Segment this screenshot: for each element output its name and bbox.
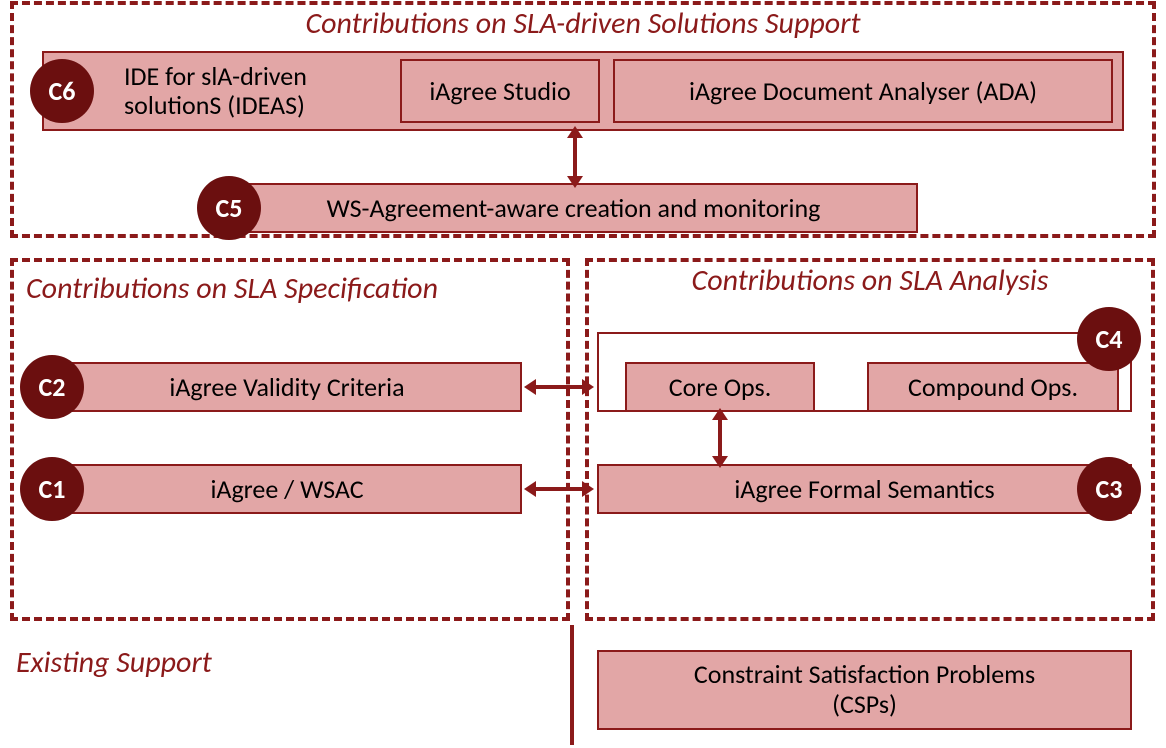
badge-c5: C5 bbox=[197, 176, 261, 240]
panel-spec-title: Contributions on SLA Specification bbox=[14, 262, 566, 315]
badge-c4: C4 bbox=[1077, 307, 1141, 371]
badge-c3: C3 bbox=[1077, 457, 1141, 521]
existing-support-label: Existing Support bbox=[16, 644, 212, 681]
arrow-c1-c3 bbox=[534, 487, 584, 491]
csps-box: Constraint Satisfaction Problems (CSPs) bbox=[597, 650, 1132, 730]
panel-sla-specification: Contributions on SLA Specification bbox=[10, 258, 570, 621]
badge-c1: C1 bbox=[20, 457, 84, 521]
arrow-c6-c5 bbox=[573, 136, 577, 178]
arrow-c2-core bbox=[534, 385, 584, 389]
core-ops-box: Core Ops. bbox=[625, 362, 815, 412]
c6-label: IDE for slA-driven solutionS (IDEAS) bbox=[124, 62, 307, 119]
divider-line bbox=[570, 625, 574, 745]
arrow-core-c3 bbox=[718, 418, 722, 458]
compound-ops-box: Compound Ops. bbox=[867, 362, 1119, 412]
c1-box: iAgree / WSAC bbox=[52, 464, 522, 514]
c3-box: iAgree Formal Semantics bbox=[597, 464, 1132, 514]
c5-box: WS-Agreement-aware creation and monitori… bbox=[229, 183, 918, 233]
badge-c6: C6 bbox=[30, 59, 94, 123]
csps-line2: (CSPs) bbox=[832, 690, 897, 720]
panel-solutions-title: Contributions on SLA-driven Solutions Su… bbox=[14, 5, 1152, 42]
panel-analysis-title: Contributions on SLA Analysis bbox=[589, 262, 1151, 299]
c6-label-line1: IDE for slA-driven bbox=[124, 62, 307, 91]
badge-c2: C2 bbox=[20, 355, 84, 419]
panel-sla-analysis: Contributions on SLA Analysis bbox=[585, 258, 1155, 621]
iagree-studio-box: iAgree Studio bbox=[400, 59, 600, 123]
c6-label-line2: solutionS (IDEAS) bbox=[124, 91, 307, 120]
c2-box: iAgree Validity Criteria bbox=[52, 362, 522, 412]
csps-line1: Constraint Satisfaction Problems bbox=[694, 660, 1035, 690]
ada-box: iAgree Document Analyser (ADA) bbox=[613, 59, 1113, 123]
